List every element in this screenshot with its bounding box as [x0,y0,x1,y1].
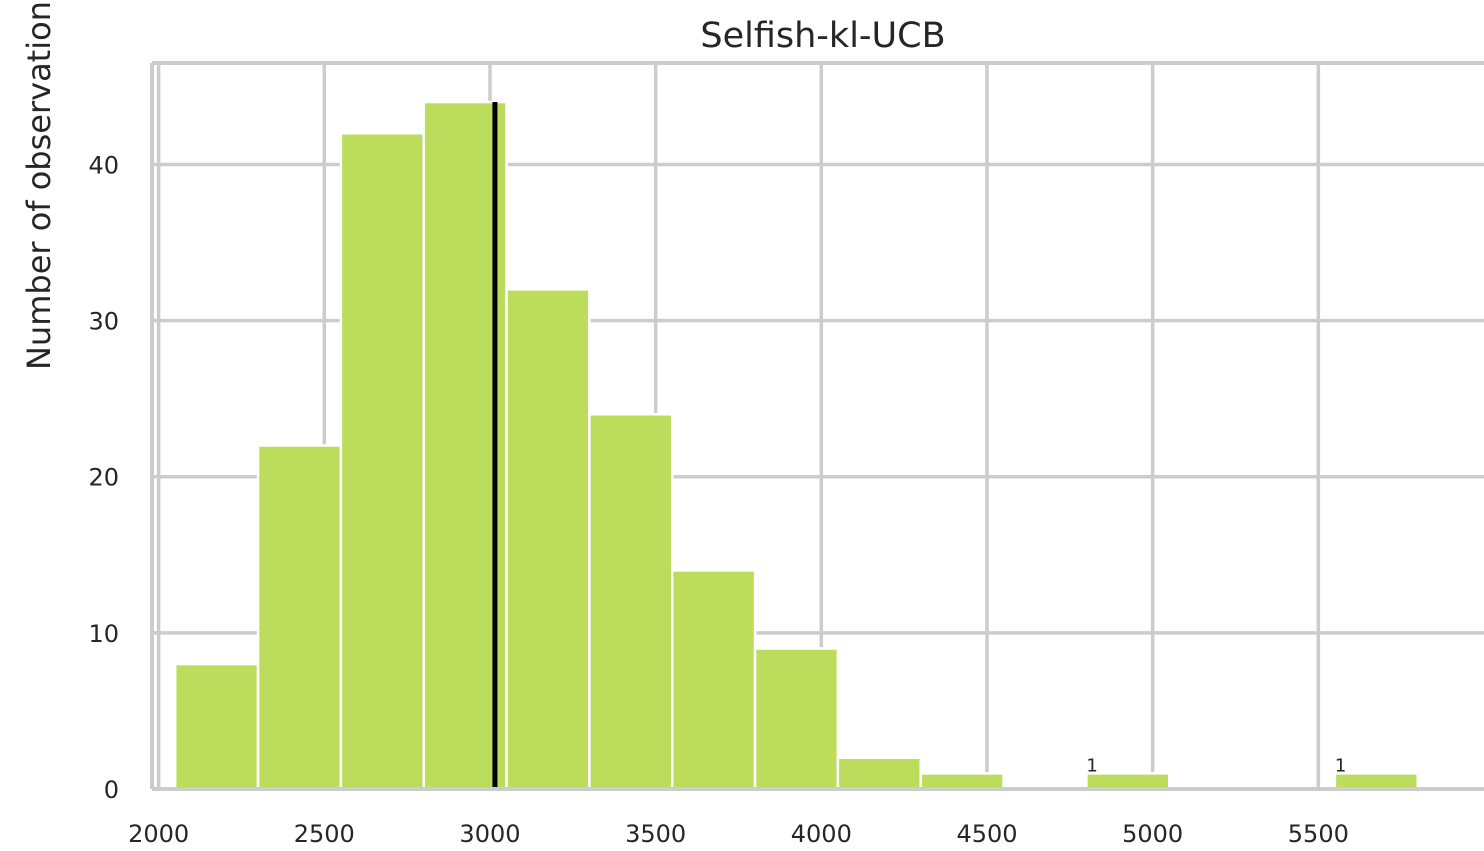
histogram-bar [339,132,425,791]
histogram-bars [173,100,1419,791]
count-annotation: 1 [1086,755,1097,776]
histogram-bar [753,647,840,791]
y-axis-label: Number of observations [20,0,58,370]
y-tick-label: 0 [104,776,119,804]
x-tick-label: 4000 [791,820,852,848]
x-tick-label: 2000 [128,820,189,848]
x-tick-label: 3000 [459,820,520,848]
histogram-bar [1085,772,1171,791]
histogram-bar [256,444,343,791]
x-tick-label: 5500 [1288,820,1349,848]
histogram-bar [505,288,591,791]
x-tick-label: 4500 [956,820,1017,848]
histogram-bar [836,756,922,791]
histogram-bar [173,662,260,791]
histogram-bar [588,413,674,791]
x-tick-label: 5000 [1122,820,1183,848]
x-tick-label: 3500 [625,820,686,848]
y-tick-label: 40 [88,151,119,179]
chart-title: Selfish-kl-UCB [700,16,945,56]
y-tick-label: 20 [88,464,119,492]
x-tick-label: 2500 [294,820,355,848]
histogram-bar [1333,772,1419,791]
x-tick-labels: 2000 2500 3000 3500 4000 4500 5000 5500 [128,820,1349,848]
y-tick-label: 10 [88,620,119,648]
histogram-bar [670,569,757,791]
y-tick-labels: 0 10 20 30 40 [88,151,119,804]
histogram-bar [919,772,1005,791]
y-tick-label: 30 [88,308,119,336]
count-annotation: 1 [1335,755,1346,776]
axes-spines [150,61,1484,791]
